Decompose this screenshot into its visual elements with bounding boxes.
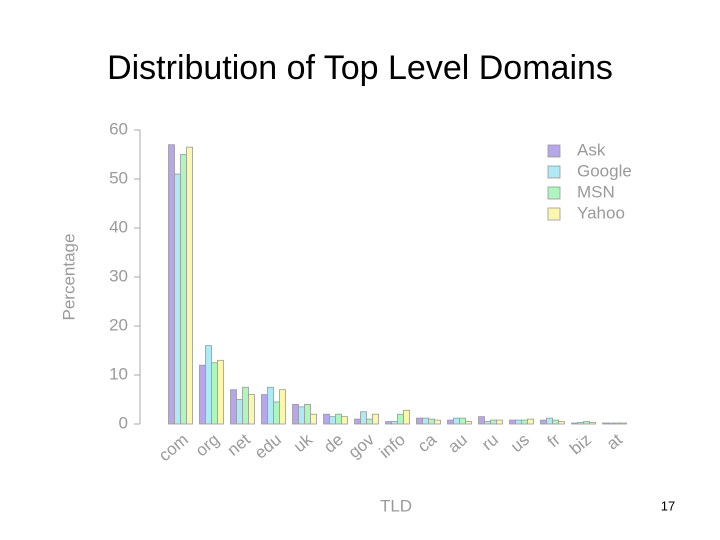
bar — [230, 389, 237, 425]
legend-swatch — [547, 207, 561, 221]
bar — [608, 422, 615, 425]
bar — [484, 421, 491, 425]
bar — [465, 421, 472, 425]
x-tick-label: fr — [544, 430, 564, 451]
bar — [310, 413, 317, 425]
bar — [329, 416, 336, 425]
bar — [354, 418, 361, 425]
bar — [459, 417, 466, 425]
x-tick-label: ca — [414, 430, 440, 456]
bar — [273, 401, 280, 425]
y-tick-label: 0 — [119, 413, 128, 432]
bar — [341, 416, 348, 425]
bar — [242, 386, 249, 425]
bar — [372, 413, 379, 425]
bar — [540, 419, 547, 425]
bar — [391, 421, 398, 425]
bar — [199, 364, 206, 425]
y-axis-title: Percentage — [59, 234, 78, 321]
bar — [360, 411, 367, 425]
bar — [577, 422, 584, 425]
x-tick-label: us — [507, 430, 533, 456]
bar — [267, 386, 274, 425]
bar — [236, 399, 243, 425]
bar — [292, 403, 299, 425]
bar — [490, 419, 497, 425]
bar — [335, 413, 342, 425]
bar — [521, 419, 528, 425]
bar — [558, 421, 565, 425]
bar — [447, 419, 454, 425]
bar — [186, 146, 193, 425]
page-number: 17 — [661, 498, 675, 513]
legend-label: Yahoo — [577, 203, 625, 222]
y-tick-label: 10 — [109, 364, 128, 383]
bar — [546, 417, 553, 425]
x-tick-label: de — [320, 430, 347, 457]
bar — [552, 419, 559, 425]
bar — [366, 418, 373, 425]
legend-label: Ask — [577, 140, 606, 159]
bar — [515, 419, 522, 425]
legend-swatch — [547, 186, 561, 200]
legend-swatch — [547, 165, 561, 179]
y-tick-label: 50 — [109, 168, 128, 187]
x-tick-label: info — [376, 430, 409, 462]
bar — [527, 418, 534, 425]
bar — [453, 417, 460, 425]
bar — [279, 389, 286, 425]
y-tick-label: 40 — [109, 217, 128, 236]
bar — [589, 422, 596, 425]
x-tick-label: at — [603, 430, 626, 454]
bar — [211, 362, 218, 425]
bar — [180, 154, 187, 425]
x-tick-label: edu — [251, 430, 285, 463]
bar — [248, 394, 255, 425]
bar — [217, 359, 224, 425]
bar — [428, 418, 435, 425]
bar — [323, 413, 330, 425]
bar — [422, 417, 429, 425]
bar — [168, 144, 175, 425]
y-tick-label: 60 — [109, 119, 128, 138]
x-tick-label: net — [224, 430, 255, 460]
legend-swatch — [547, 144, 561, 158]
bar — [261, 394, 268, 425]
x-tick-label: biz — [566, 430, 595, 459]
bar — [614, 422, 621, 425]
legend-label: Google — [577, 161, 632, 180]
bar — [174, 173, 181, 425]
bar — [602, 422, 609, 425]
x-tick-label: com — [155, 430, 192, 465]
bar — [205, 345, 212, 425]
bar — [509, 419, 516, 425]
legend-label: MSN — [577, 182, 615, 201]
bar — [416, 417, 423, 425]
bar — [397, 413, 404, 425]
bar — [583, 421, 590, 425]
bar — [620, 422, 627, 425]
x-tick-label: uk — [290, 430, 316, 456]
bar — [496, 419, 503, 425]
bar — [434, 419, 441, 425]
bar — [298, 406, 305, 425]
x-tick-label: org — [192, 430, 223, 460]
y-tick-label: 20 — [109, 315, 128, 334]
bar — [571, 422, 578, 425]
bar — [403, 409, 410, 425]
x-tick-label: au — [444, 430, 471, 457]
x-tick-label: gov — [345, 430, 379, 462]
y-tick-label: 30 — [109, 266, 128, 285]
bar — [478, 416, 485, 425]
bar — [304, 403, 311, 425]
slide-title: Distribution of Top Level Domains — [107, 49, 613, 87]
bar — [385, 421, 392, 425]
x-axis-title: TLD — [380, 496, 412, 515]
x-tick-label: ru — [478, 430, 502, 454]
